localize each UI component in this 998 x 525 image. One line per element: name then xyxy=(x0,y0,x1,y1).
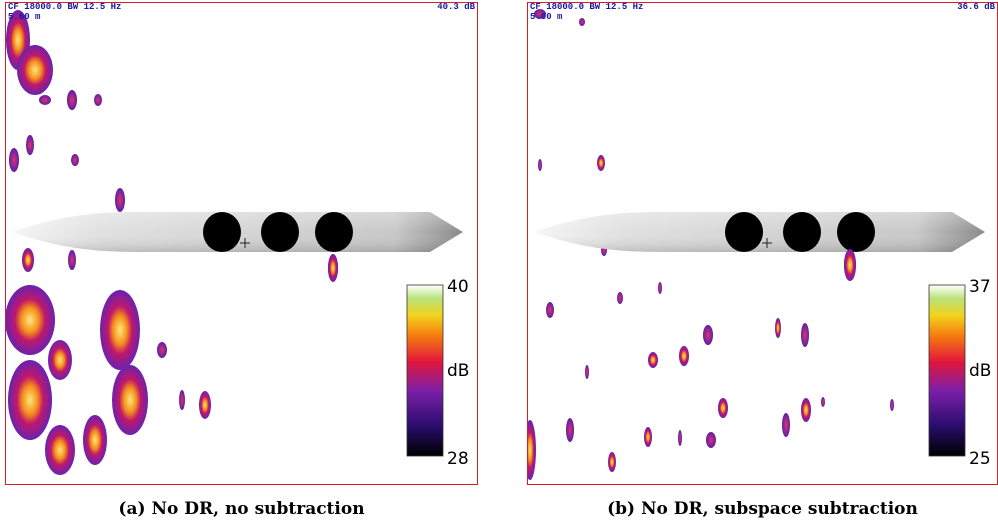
header-frequency: CF 18000.0 BW 12.5 Hz xyxy=(530,2,643,12)
source-blob xyxy=(546,302,554,318)
source-blob xyxy=(801,398,811,422)
header-distance: 5.60 m xyxy=(8,12,41,22)
source-blob xyxy=(782,413,790,437)
colorbar-max: 37 xyxy=(969,277,991,297)
panel: CF 18000.0 BW 12.5 Hz5.60 m 40.3 dB 40 dB 28… xyxy=(5,2,478,519)
source-blob xyxy=(26,135,34,155)
source-blob xyxy=(703,325,713,345)
header-distance: 5.00 m xyxy=(530,12,563,22)
colorbar xyxy=(407,285,443,456)
source-blob xyxy=(658,282,662,294)
source-blob xyxy=(566,418,574,442)
source-blob xyxy=(821,397,825,407)
colorbar-unit: dB xyxy=(447,361,469,381)
source-blob xyxy=(801,323,809,347)
map xyxy=(524,2,998,485)
colorbar-min: 25 xyxy=(969,449,991,469)
source-blob xyxy=(157,342,167,358)
marker-disc xyxy=(725,212,763,252)
source-blob xyxy=(5,285,55,355)
marker-disc xyxy=(203,212,241,252)
source-blob xyxy=(9,148,19,172)
source-blob xyxy=(678,430,682,446)
source-blob xyxy=(45,425,75,475)
source-blob xyxy=(179,390,185,410)
source-blob xyxy=(597,155,605,171)
colorbar xyxy=(929,285,965,456)
source-blob xyxy=(71,154,79,166)
marker-disc xyxy=(783,212,821,252)
source-blob xyxy=(328,254,338,282)
source-blob xyxy=(775,318,781,338)
marker-disc xyxy=(315,212,353,252)
colorbar-min: 28 xyxy=(447,449,469,469)
source-blob xyxy=(579,18,585,26)
source-blob xyxy=(538,159,542,171)
source-blob xyxy=(608,452,616,472)
figure: CF 18000.0 BW 12.5 Hz5.60 m40.3 dB40dB28… xyxy=(0,0,998,525)
panel: CF 18000.0 BW 12.5 Hz5.00 m 36.6 dB 37 dB 25… xyxy=(524,2,998,519)
source-blob xyxy=(679,346,689,366)
header-level: 40.3 dB xyxy=(437,2,475,12)
source-blob xyxy=(648,352,658,368)
source-blob xyxy=(115,188,125,212)
source-blob xyxy=(524,420,536,480)
source-blob xyxy=(844,249,856,281)
marker-disc xyxy=(837,212,875,252)
source-blob xyxy=(617,292,623,304)
source-blob xyxy=(17,45,53,95)
source-blob xyxy=(83,415,107,465)
colorbar-max: 40 xyxy=(447,277,469,297)
header-level: 36.6 dB xyxy=(957,2,995,12)
source-blob xyxy=(890,399,894,411)
source-blob xyxy=(112,365,148,435)
source-blob xyxy=(644,427,652,447)
marker-disc xyxy=(261,212,299,252)
header-frequency: CF 18000.0 BW 12.5 Hz xyxy=(8,2,121,12)
source-blob xyxy=(8,360,52,440)
source-blob xyxy=(100,290,140,370)
source-blob xyxy=(22,248,34,272)
source-blob xyxy=(706,432,716,448)
source-blob xyxy=(94,94,102,106)
source-blob xyxy=(39,95,51,105)
source-blob xyxy=(67,90,77,110)
source-blob xyxy=(199,391,211,419)
source-blob xyxy=(48,340,72,380)
colorbar-unit: dB xyxy=(969,361,991,381)
source-blob xyxy=(585,365,589,379)
source-blob xyxy=(68,250,76,270)
source-blob xyxy=(718,398,728,418)
caption: (a) No DR, no subtraction xyxy=(118,499,364,519)
caption: (b) No DR, subspace subtraction xyxy=(607,499,918,519)
